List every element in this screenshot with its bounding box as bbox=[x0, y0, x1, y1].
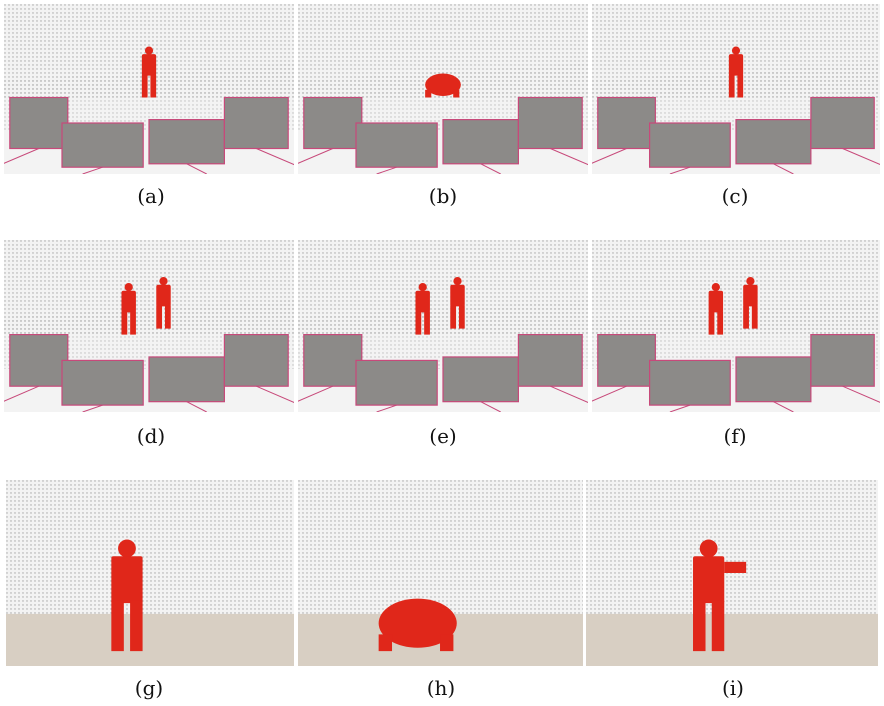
point-cloud-wall bbox=[6, 480, 294, 629]
figure-person-2 bbox=[743, 277, 758, 329]
camera-image-4 bbox=[517, 96, 583, 150]
panel-d bbox=[4, 240, 294, 412]
frustum-line-1 bbox=[298, 148, 333, 164]
point-cloud-floor bbox=[592, 300, 880, 369]
caption-e: (e) bbox=[429, 424, 457, 448]
panel-render bbox=[4, 240, 294, 412]
point-cloud-floor bbox=[4, 300, 294, 369]
frustum-line-4 bbox=[550, 148, 588, 166]
camera-image-1 bbox=[9, 96, 69, 150]
point-cloud-floor bbox=[298, 300, 588, 369]
figure-person-1 bbox=[415, 283, 430, 335]
caption-i: (i) bbox=[721, 676, 744, 700]
point-cloud-floor bbox=[298, 63, 588, 132]
camera-image-4 bbox=[517, 333, 583, 387]
frustum-line-1 bbox=[592, 385, 627, 402]
panel-render bbox=[592, 4, 880, 174]
frustum-line-2 bbox=[82, 166, 103, 174]
figure-person bbox=[141, 46, 157, 98]
caption-d: (d) bbox=[136, 424, 166, 448]
camera-image-1 bbox=[597, 333, 656, 387]
frustum-line-2 bbox=[82, 404, 103, 412]
reconstructed-figure bbox=[111, 539, 143, 652]
panel-a bbox=[4, 4, 294, 174]
point-cloud-floor bbox=[592, 63, 880, 132]
camera-image-4 bbox=[223, 96, 289, 150]
frustum-line-4 bbox=[256, 148, 294, 166]
frustum-line-3 bbox=[480, 401, 501, 412]
frustum-line-2 bbox=[669, 404, 691, 412]
panel-f bbox=[592, 240, 880, 412]
figure-person-2 bbox=[156, 277, 171, 329]
figure-person-1 bbox=[121, 283, 136, 335]
frustum-line-3 bbox=[186, 401, 207, 412]
frustum-line-4 bbox=[842, 148, 880, 165]
panel-render bbox=[4, 4, 294, 174]
camera-image-2 bbox=[648, 359, 731, 406]
caption-f: (f) bbox=[723, 424, 747, 448]
camera-image-3 bbox=[148, 118, 226, 165]
point-cloud-floor bbox=[4, 63, 294, 132]
frustum-line-1 bbox=[592, 148, 627, 164]
panel-render bbox=[298, 480, 583, 666]
panel-g bbox=[6, 480, 294, 666]
frustum-line-3 bbox=[773, 401, 794, 412]
caption-a: (a) bbox=[137, 184, 165, 208]
frustum-line-1 bbox=[4, 148, 39, 164]
frustum-line-2 bbox=[669, 166, 691, 174]
panel-render bbox=[592, 240, 880, 412]
frustum-line-2 bbox=[376, 166, 397, 174]
camera-image-2 bbox=[648, 122, 731, 168]
camera-image-3 bbox=[735, 356, 812, 403]
reconstructed-figure bbox=[693, 539, 747, 652]
figure-person-1 bbox=[708, 283, 724, 335]
camera-image-3 bbox=[442, 356, 520, 403]
panel-render bbox=[586, 480, 878, 666]
camera-image-1 bbox=[9, 333, 69, 387]
ground-plane bbox=[586, 613, 878, 666]
figure-person bbox=[425, 73, 461, 98]
figure-person bbox=[728, 46, 744, 98]
caption-b: (b) bbox=[428, 184, 458, 208]
camera-image-3 bbox=[735, 118, 812, 165]
panel-c bbox=[592, 4, 880, 174]
camera-image-1 bbox=[303, 96, 363, 150]
panel-render bbox=[298, 4, 588, 174]
panel-render bbox=[6, 480, 294, 666]
frustum-line-4 bbox=[256, 385, 294, 403]
frustum-line-3 bbox=[186, 163, 207, 174]
caption-h: (h) bbox=[426, 676, 456, 700]
panel-render bbox=[298, 240, 588, 412]
panel-i bbox=[586, 480, 878, 666]
camera-image-3 bbox=[148, 356, 226, 403]
camera-image-1 bbox=[303, 333, 363, 387]
caption-g: (g) bbox=[134, 676, 164, 700]
frustum-line-4 bbox=[550, 385, 588, 403]
panel-b bbox=[298, 4, 588, 174]
frustum-line-3 bbox=[480, 163, 501, 174]
frustum-line-1 bbox=[4, 385, 39, 402]
reconstructed-figure bbox=[378, 598, 457, 652]
panel-e bbox=[298, 240, 588, 412]
ground-plane bbox=[6, 613, 294, 666]
camera-image-4 bbox=[223, 333, 289, 387]
camera-image-2 bbox=[355, 122, 438, 168]
camera-image-3 bbox=[442, 118, 520, 165]
camera-image-4 bbox=[810, 96, 875, 150]
point-cloud-wall bbox=[586, 480, 878, 629]
camera-image-2 bbox=[61, 122, 144, 168]
frustum-line-1 bbox=[298, 385, 333, 402]
frustum-line-3 bbox=[773, 163, 794, 174]
frustum-line-2 bbox=[376, 404, 397, 412]
frustum-line-4 bbox=[842, 385, 880, 403]
camera-image-2 bbox=[61, 359, 144, 406]
panel-h bbox=[298, 480, 583, 666]
camera-image-1 bbox=[597, 96, 656, 150]
caption-c: (c) bbox=[721, 184, 749, 208]
camera-image-4 bbox=[810, 333, 875, 387]
camera-image-2 bbox=[355, 359, 438, 406]
figure-person-2 bbox=[450, 277, 465, 329]
